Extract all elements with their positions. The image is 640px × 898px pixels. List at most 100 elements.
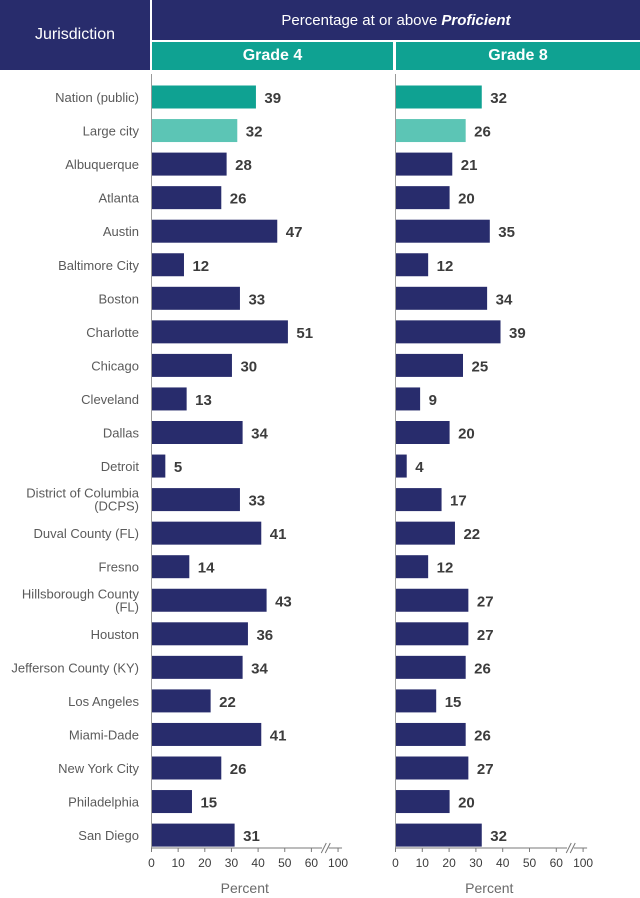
grade4-value-label: 36 [256,627,273,644]
grade8-bar [396,756,469,780]
grade8-value-label: 26 [474,727,491,744]
grade8-x-tick-label: 0 [392,856,399,870]
grade8-value-label: 15 [445,694,462,711]
row-label: Hillsborough County [22,586,140,601]
grade8-value-label: 32 [490,90,507,107]
grade4-value-label: 39 [264,90,281,107]
row-label: Cleveland [81,392,139,407]
grade8-bar [396,689,437,713]
grade4-x-tick-label: 100 [328,856,348,870]
grade4-value-label: 34 [251,426,268,443]
grade4-bar [152,421,243,444]
grade8-bar [396,387,421,411]
row-label: Albuquerque [65,157,139,172]
grade4-value-label: 5 [174,459,182,476]
grade8-x-tick-label: 40 [496,856,510,870]
grade8-bar [396,790,450,814]
grade8-header-label: Grade 8 [488,47,548,64]
grade4-bar [152,756,222,780]
row-label: Charlotte [86,325,139,340]
grade4-bar [152,588,267,612]
row-label: New York City [58,761,139,776]
row-label: Fresno [99,560,139,575]
row-label: Large city [83,124,140,139]
grade8-bar [396,622,469,646]
grade4-value-label: 12 [192,258,209,275]
grade8-value-label: 21 [461,157,478,174]
grade4-bar [152,186,222,210]
grade4-value-label: 26 [230,191,247,208]
grade8-axis-break-mark [565,842,572,854]
row-label: Los Angeles [68,694,139,709]
grade8-bar [396,253,429,277]
grade4-bar [152,320,288,344]
row-label: District of Columbia [26,486,139,501]
grade4-bar [152,286,240,310]
grade8-value-label: 34 [496,291,513,308]
grade4-x-tick-label: 30 [225,856,239,870]
grade8-value-label: 12 [437,258,454,275]
grade4-value-label: 28 [235,157,252,174]
grade4-bar [152,119,238,143]
grade8-x-tick-label: 100 [573,856,593,870]
grade8-bar [396,85,482,109]
chart-title: Percentage at or above Proficient [152,0,640,40]
grade4-x-tick-label: 20 [198,856,212,870]
grade8-value-label: 27 [477,593,494,610]
grade8-x-tick-label: 30 [469,856,483,870]
grade8-value-label: 20 [458,426,475,443]
grade4-bar [152,253,184,277]
grade4-value-label: 41 [270,526,287,543]
grade8-value-label: 35 [498,224,515,241]
row-label: Austin [103,224,139,239]
row-label: Miami-Dade [69,727,139,742]
row-label: Dallas [103,426,140,441]
grade8-value-label: 32 [490,828,507,845]
jurisdiction-header: Jurisdiction [0,0,150,70]
row-label: Philadelphia [68,795,140,810]
grade4-bar [152,622,248,646]
grade8-value-label: 20 [458,191,475,208]
grade8-value-label: 27 [477,761,494,778]
jurisdiction-header-label: Jurisdiction [34,26,116,43]
grade4-bar [152,655,243,679]
grade8-bar [396,823,482,847]
grade4-bar [152,152,227,176]
row-label: Duval County (FL) [34,526,139,541]
row-label-line2: (FL) [115,599,139,614]
row-label: Boston [99,291,139,306]
grade4-bar [152,521,262,545]
row-label: San Diego [78,828,139,843]
grade4-x-tick-label: 50 [278,856,292,870]
grade8-value-label: 26 [474,124,491,141]
grade8-bar [396,722,466,746]
grade4-value-label: 31 [243,828,260,845]
chart-title-prefix: Percentage at or above [281,11,438,29]
grade4-bar [152,488,240,512]
grade8-bar [396,488,442,512]
grade4-value-label: 34 [251,660,268,677]
grade8-value-label: 4 [415,459,424,476]
grade8-value-label: 25 [472,358,489,375]
grade4-bar [152,823,235,847]
grade4-bar [152,689,211,713]
row-label: Chicago [91,358,139,373]
grade8-value-label: 39 [509,325,526,342]
grade4-x-axis-label: Percent [221,880,269,896]
grade4-value-label: 30 [240,358,257,375]
grade8-x-axis-label: Percent [465,880,513,896]
grade4-value-label: 15 [200,795,217,812]
grade8-x-tick-label: 50 [523,856,537,870]
grade8-x-tick-label: 20 [442,856,456,870]
grade8-bar [396,320,501,344]
grade4-value-label: 14 [198,560,215,577]
grade4-x-tick-label: 10 [171,856,185,870]
grade4-axis-break-mark [324,842,331,854]
grade8-value-label: 22 [463,526,480,543]
grade4-value-label: 47 [286,224,303,241]
row-label: Jefferson County (KY) [11,660,139,675]
grade4-value-label: 22 [219,694,236,711]
grade4-value-label: 51 [296,325,313,342]
grade4-x-tick-label: 0 [148,856,155,870]
